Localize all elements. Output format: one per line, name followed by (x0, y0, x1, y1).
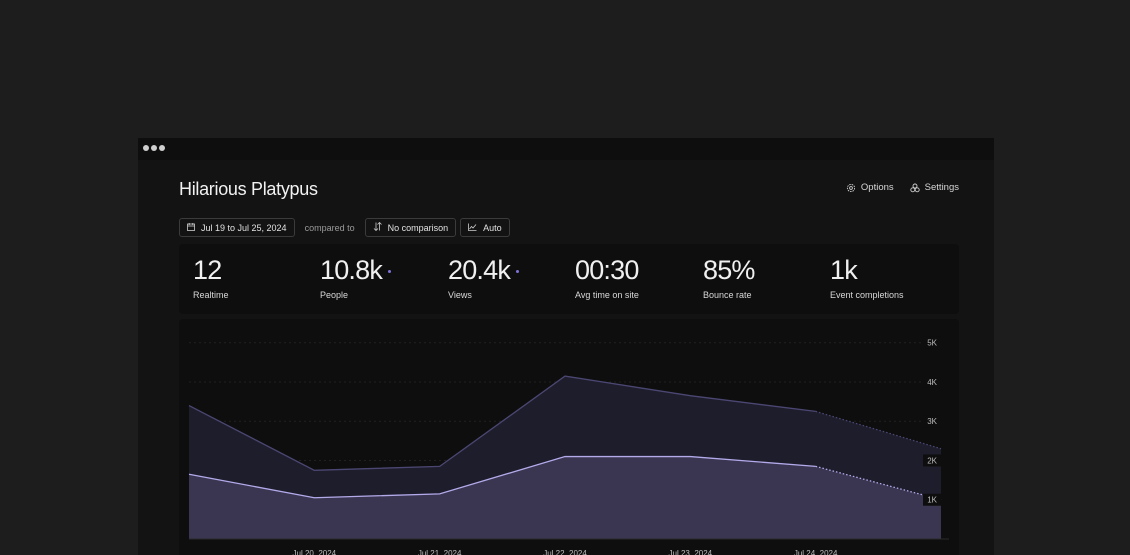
views-partial-line (815, 410, 942, 450)
options-button[interactable]: Options (846, 182, 894, 193)
comparison-label: No comparison (387, 222, 449, 233)
stat-label: Event completions (830, 290, 904, 300)
stat-value: 20.4k (448, 255, 511, 285)
people-area (189, 456, 941, 539)
filter-toolbar: Jul 19 to Jul 25, 2024 compared to No co… (179, 218, 510, 237)
stats-bar: 12 Realtime 10.8k People 20.4k Views 00:… (179, 244, 959, 314)
stat-event-completions[interactable]: 1k Event completions (830, 257, 904, 301)
stat-value: 12 (193, 255, 222, 285)
comparison-button[interactable]: No comparison (364, 218, 457, 237)
compared-to-label: compared to (304, 222, 355, 233)
stat-people[interactable]: 10.8k People (320, 255, 392, 300)
stat-value-wrap: 12 (193, 257, 229, 284)
x-tick-label: Jul 22, 2024 (543, 549, 587, 555)
gear-icon (846, 183, 856, 193)
header-actions: Options Settings (846, 182, 959, 193)
people-partial-line (815, 465, 942, 501)
series-dot-icon (388, 270, 392, 273)
settings-label: Settings (924, 182, 959, 193)
interval-button[interactable]: Auto (460, 218, 510, 237)
calendar-icon (187, 222, 195, 233)
window-titlebar (138, 138, 994, 160)
stat-value-wrap: 1k (830, 257, 904, 284)
stat-label: Views (448, 290, 472, 300)
y-tick-label: 2K (927, 456, 937, 465)
stat-value: 10.8k (320, 255, 383, 285)
x-tick-label: Jul 24, 2024 (794, 549, 838, 555)
stat-value-wrap: 00:30 (575, 257, 639, 284)
app-window: Hilarious Platypus Options Settings (138, 138, 994, 555)
date-range-label: Jul 19 to Jul 25, 2024 (201, 222, 287, 233)
traffic-chart[interactable]: 1K 2K 3K 4K 5K Jul 20, 2024 Jul 21, 2024 Jul 22… (179, 319, 959, 555)
compare-arrows-icon (373, 221, 382, 233)
y-tick-label: 4K (927, 378, 937, 387)
page-title: Hilarious Platypus (179, 179, 318, 199)
settings-icon (910, 183, 920, 193)
x-tick-label: Jul 21, 2024 (418, 549, 462, 555)
settings-button[interactable]: Settings (910, 182, 959, 193)
views-line (188, 375, 816, 471)
interval-label: Auto (483, 222, 502, 233)
y-tick-label-bg (923, 493, 941, 506)
stat-bounce-rate[interactable]: 85% Bounce rate (703, 257, 755, 301)
y-tick-label-bg (923, 375, 941, 388)
stat-realtime[interactable]: 12 Realtime (193, 257, 229, 301)
y-tick-label-bg (923, 415, 941, 428)
x-tick-label: Jul 23, 2024 (669, 549, 713, 555)
y-tick-label: 3K (927, 417, 937, 426)
stat-label: People (320, 290, 349, 300)
stat-value: 00:30 (575, 255, 639, 285)
y-tick-label: 5K (927, 339, 937, 348)
y-tick-label-bg (923, 454, 941, 467)
dot-icon (143, 145, 149, 151)
line-chart-icon (468, 223, 477, 233)
stat-value: 1k (830, 255, 858, 285)
stat-label: Avg time on site (575, 290, 639, 300)
stat-views[interactable]: 20.4k Views (448, 255, 520, 300)
stat-value: 85% (703, 255, 755, 285)
y-tick-label-bg (923, 336, 941, 349)
window-menu-dots[interactable] (143, 145, 165, 151)
options-label: Options (860, 182, 894, 193)
stat-value-wrap: 20.4k (448, 255, 520, 285)
date-range-button[interactable]: Jul 19 to Jul 25, 2024 (179, 218, 295, 237)
dot-icon (151, 145, 157, 151)
series-dot-icon (516, 270, 520, 273)
stat-value-wrap: 85% (703, 257, 755, 284)
stat-label: Bounce rate (703, 290, 752, 300)
stat-label: Realtime (193, 290, 229, 300)
traffic-chart-panel: 1K 2K 3K 4K 5K Jul 20, 2024 Jul 21, 2024 Jul 22… (179, 319, 959, 555)
dot-icon (159, 145, 165, 151)
y-tick-label: 1K (927, 496, 937, 505)
people-line (188, 455, 816, 499)
stat-avg-time[interactable]: 00:30 Avg time on site (575, 257, 639, 301)
x-tick-label: Jul 20, 2024 (293, 549, 337, 555)
stat-value-wrap: 10.8k (320, 255, 392, 285)
